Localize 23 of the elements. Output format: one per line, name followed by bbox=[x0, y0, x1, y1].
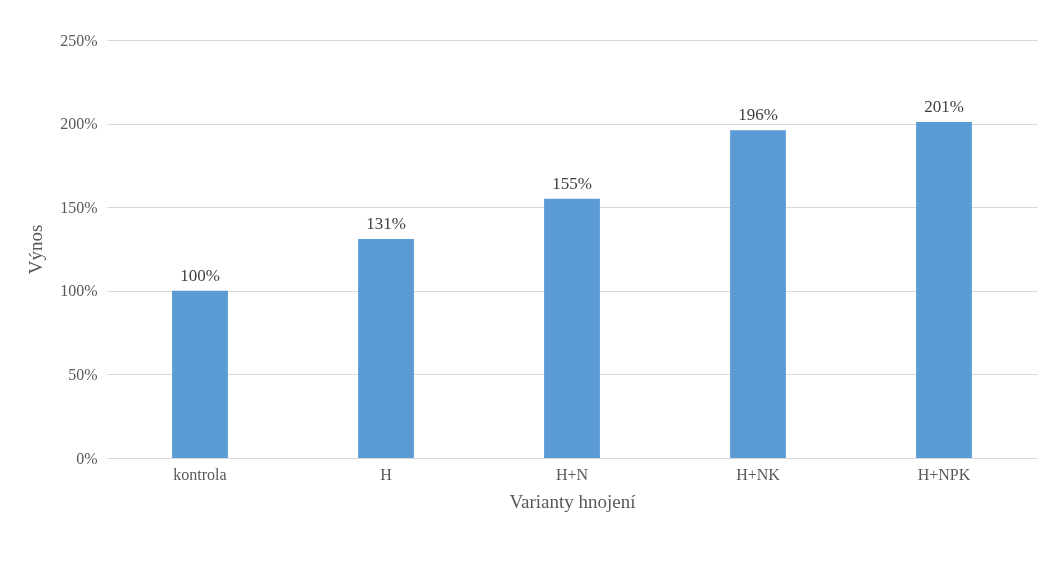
bar bbox=[544, 198, 600, 458]
data-label: 196% bbox=[738, 105, 778, 125]
bar bbox=[730, 130, 786, 458]
x-tick-label: H+NPK bbox=[917, 465, 971, 483]
y-tick-label: 50% bbox=[68, 365, 98, 383]
bar bbox=[916, 121, 972, 458]
x-tick-label: H+NK bbox=[736, 465, 781, 483]
y-axis-title: Výnos bbox=[25, 224, 47, 275]
data-label: 201% bbox=[924, 96, 964, 116]
y-tick-label: 100% bbox=[60, 282, 98, 300]
bar bbox=[358, 238, 414, 458]
y-tick-label: 150% bbox=[60, 198, 98, 216]
x-tick-label: H bbox=[380, 465, 393, 483]
data-label: 131% bbox=[366, 213, 406, 233]
y-tick-label: 200% bbox=[60, 115, 98, 133]
data-label: 100% bbox=[180, 265, 220, 285]
data-label: 155% bbox=[552, 173, 592, 193]
y-tick-label: 0% bbox=[76, 449, 98, 467]
x-tick-label: kontrola bbox=[173, 465, 227, 483]
y-tick-label: 250% bbox=[60, 31, 98, 49]
x-tick-label: H+N bbox=[555, 465, 589, 483]
x-axis-title: Varianty hnojení bbox=[509, 490, 637, 512]
bar bbox=[172, 290, 228, 458]
